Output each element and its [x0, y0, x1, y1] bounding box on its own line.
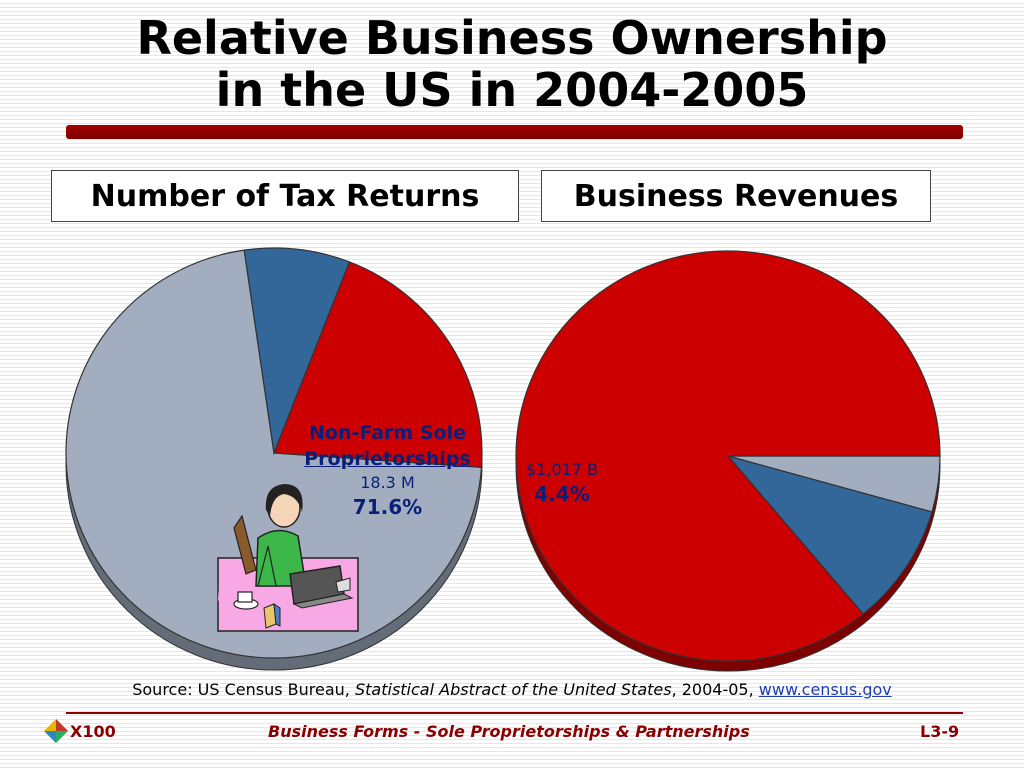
pie-chart-tax-returns [65, 247, 483, 671]
slide-title: Relative Business Ownership in the US in… [40, 12, 984, 116]
annotation-value-returns: 18.3 M [360, 473, 415, 492]
annotation-sole-proprietorships: Non-Farm Sole Proprietorships 18.3 M 71.… [280, 420, 495, 520]
annotation-percent-revenues: 4.4% [534, 482, 590, 506]
source-citation: Source: US Census Bureau, Statistical Ab… [0, 680, 1024, 699]
source-publication: Statistical Abstract of the United State… [354, 680, 672, 699]
slice-corporations [273, 261, 483, 468]
title-underline-bar [66, 125, 963, 139]
slice-corporations [515, 250, 941, 662]
annotation-value-revenues: $1,017 B [525, 460, 599, 479]
pie-chart-business-revenues [515, 250, 941, 672]
source-prefix: Source: US Census Bureau, [132, 680, 355, 699]
x100-logo-icon [44, 719, 68, 743]
annotation-revenues: $1,017 B 4.4% [507, 459, 617, 507]
annotation-label-line-1: Non-Farm Sole [309, 422, 466, 444]
slice-partnerships [726, 454, 933, 615]
woman-laptop-clipart [217, 484, 359, 632]
chart-title-business-revenues: Business Revenues [541, 170, 931, 222]
footer-slide-number: L3-9 [920, 722, 960, 741]
annotation-percent-returns: 71.6% [352, 495, 423, 519]
footer-course-code: X100 [70, 722, 116, 741]
footer-divider [66, 712, 963, 714]
title-line-2: in the US in 2004-2005 [215, 63, 809, 117]
census-link[interactable]: www.census.gov [758, 680, 892, 699]
footer-course-title: Business Forms - Sole Proprietorships & … [268, 722, 750, 741]
annotation-label-line-2: Proprietorships [304, 448, 471, 470]
slice-partnerships [243, 247, 351, 456]
title-line-1: Relative Business Ownership [136, 11, 888, 65]
source-years: , 2004-05, [671, 680, 759, 699]
chart-title-tax-returns: Number of Tax Returns [51, 170, 519, 222]
